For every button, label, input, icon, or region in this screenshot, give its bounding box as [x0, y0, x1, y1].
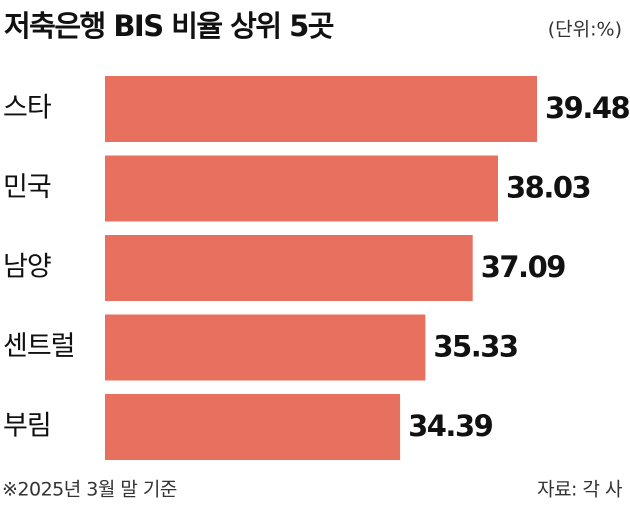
value-label: 39.48 [545, 91, 630, 125]
bar [105, 155, 498, 222]
category-label: 남양 [3, 252, 51, 283]
value-label: 35.33 [433, 330, 517, 364]
source: 자료: 각 사 [537, 479, 622, 501]
chart-title: 저축은행 BIS 비율 상위 5곳 [4, 9, 334, 43]
bar [105, 235, 473, 301]
bar [105, 76, 537, 142]
category-label: 센트럴 [3, 331, 75, 362]
bar [105, 314, 426, 381]
value-label: 37.09 [481, 250, 566, 284]
category-label: 스타 [3, 93, 52, 124]
footnote: ※2025년 3월 말 기준 [2, 479, 177, 501]
value-label: 34.39 [408, 409, 493, 443]
category-label: 민국 [3, 172, 51, 203]
value-label: 38.03 [506, 171, 590, 205]
category-label: 부림 [3, 411, 51, 442]
bar [105, 394, 401, 460]
unit-label: (단위:%) [548, 19, 622, 41]
